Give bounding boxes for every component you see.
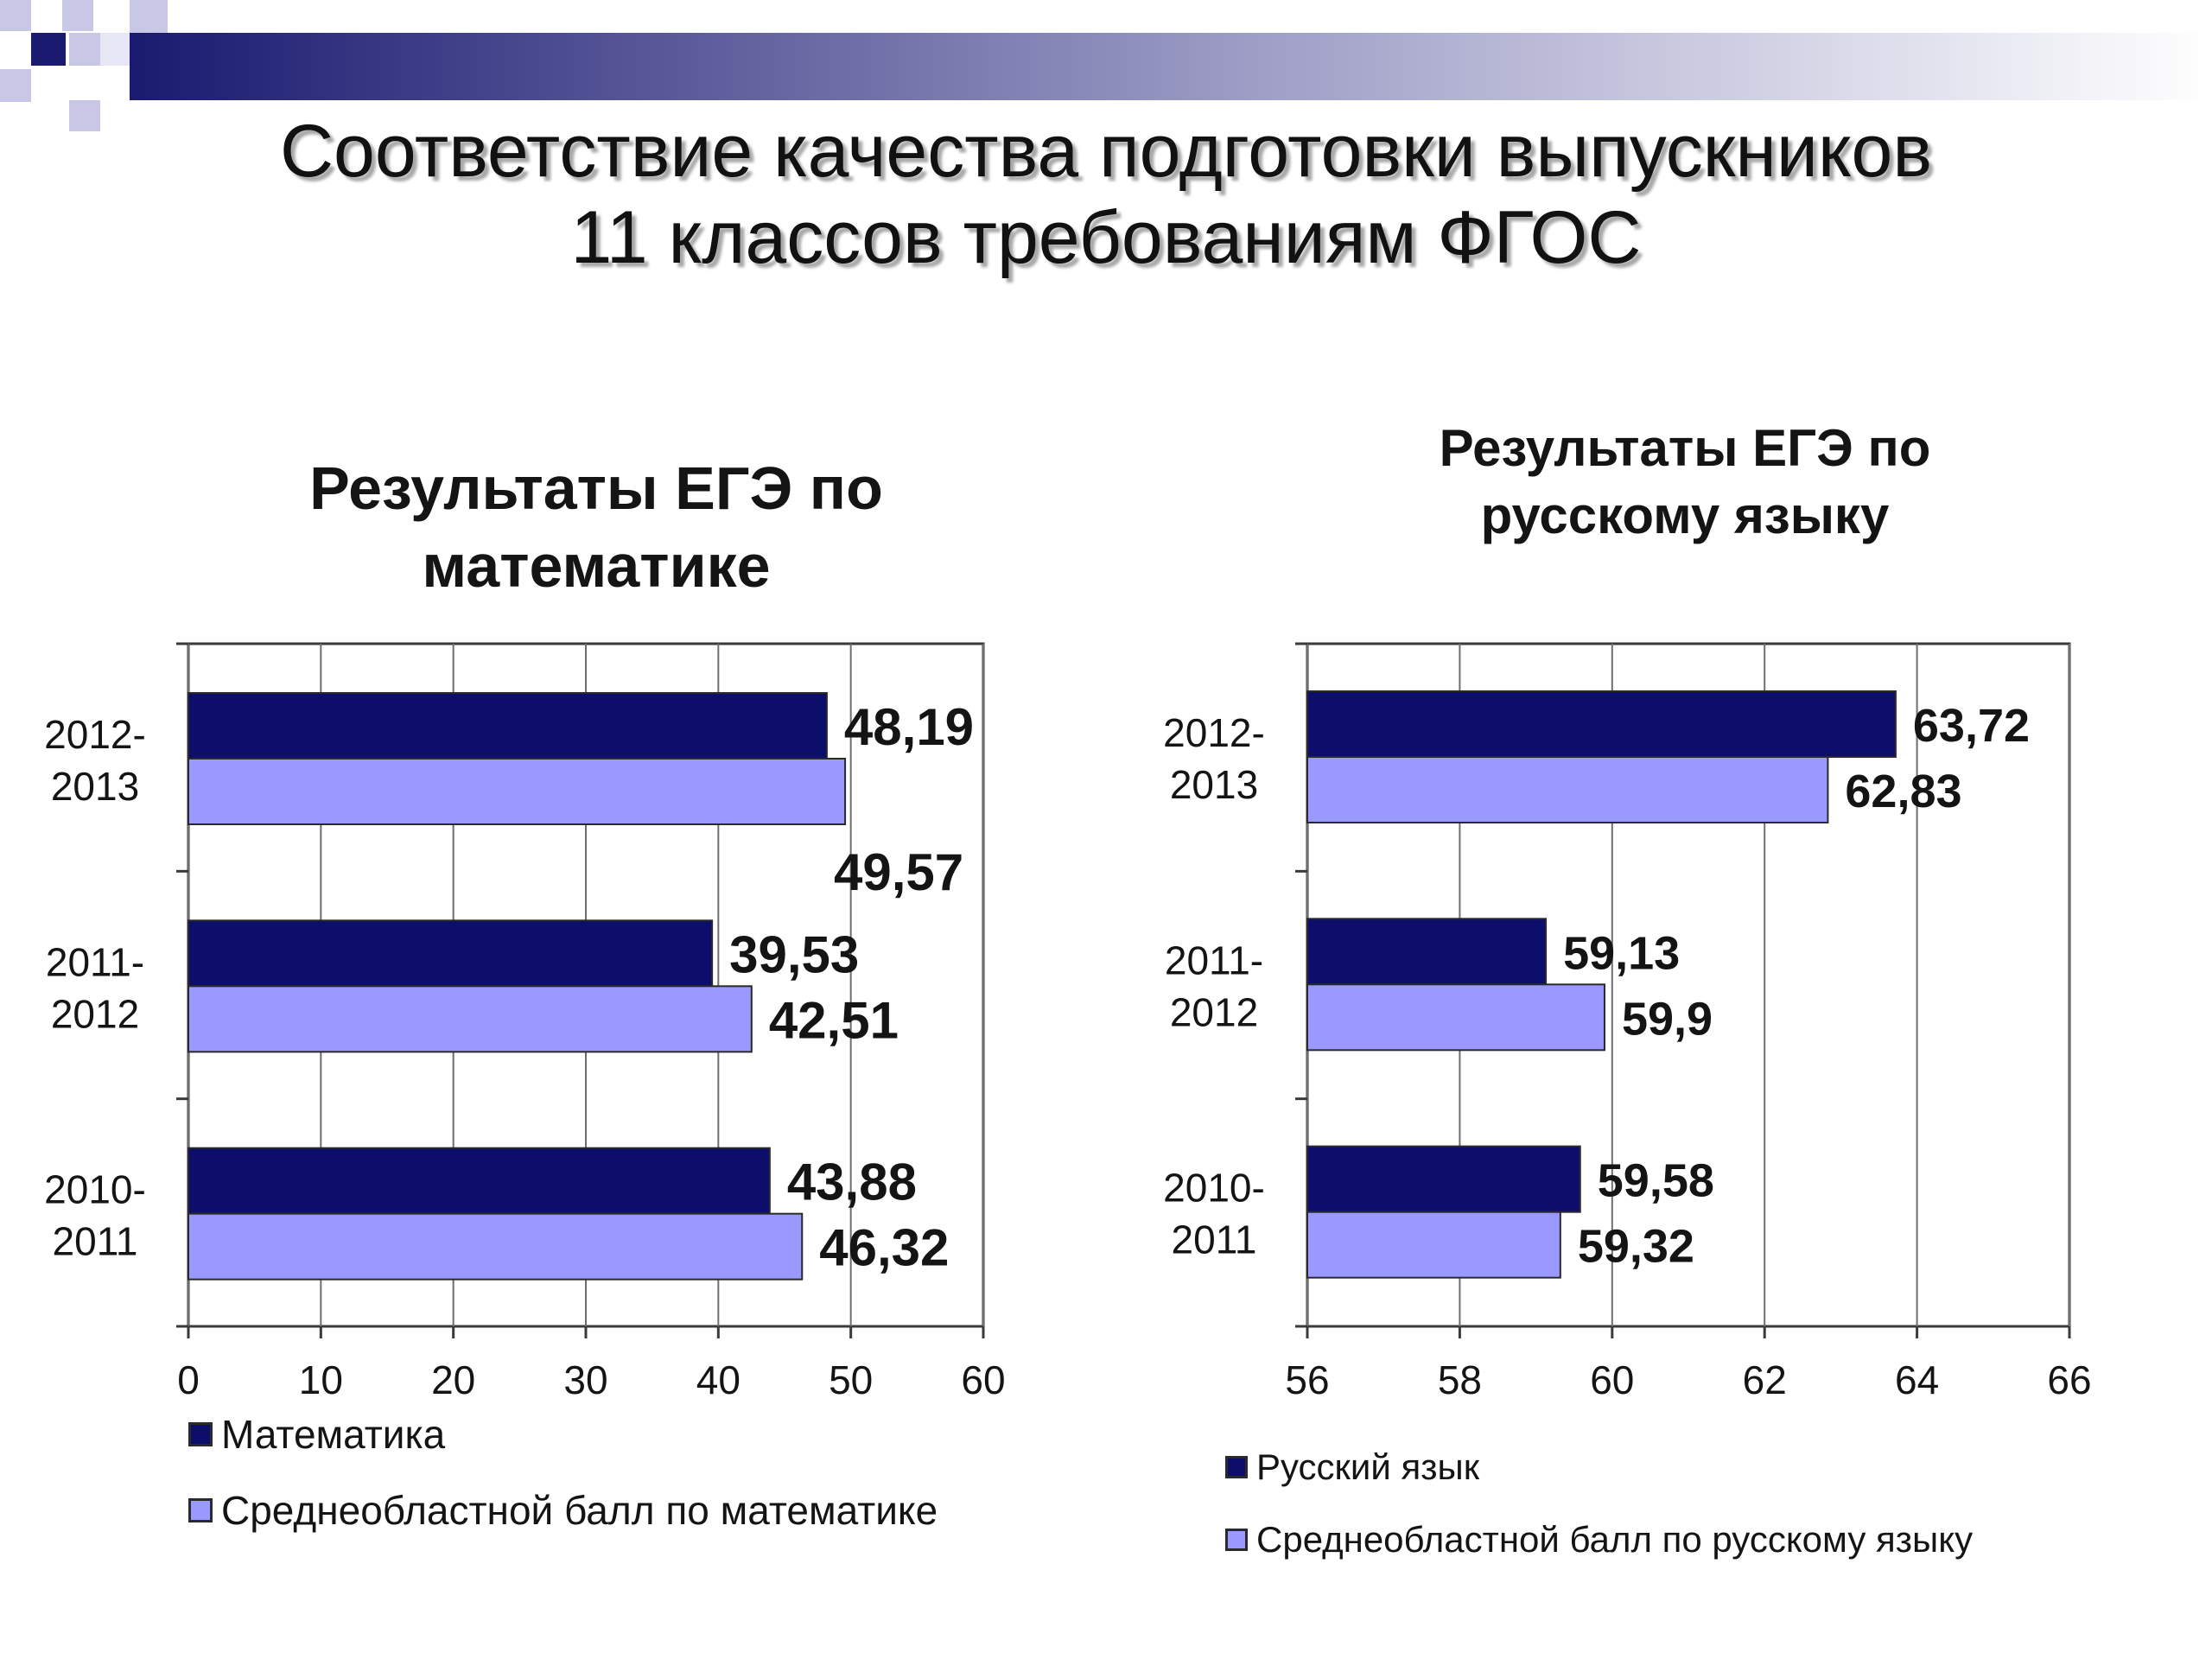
x-tick-label: 50: [829, 1357, 873, 1402]
bar: [1306, 690, 1897, 758]
header-square: [31, 33, 66, 66]
legend-item: Среднеобластной балл по математике: [188, 1484, 938, 1536]
legend-label: Среднеобластной балл по русскому языку: [1256, 1519, 1974, 1560]
data-label: 39,53: [729, 925, 859, 983]
data-label: 49,57: [834, 843, 963, 901]
header-gradient-bar: [130, 33, 2212, 100]
x-tick-label: 66: [2047, 1357, 2091, 1402]
bar: [188, 1212, 804, 1281]
data-label: 59,9: [1622, 993, 1713, 1045]
legend-label: Русский язык: [1256, 1446, 1480, 1487]
legend-swatch-icon: [1225, 1529, 1248, 1551]
legend-swatch-icon: [188, 1498, 213, 1522]
y-category-label: 2013: [1170, 762, 1258, 807]
x-tick-label: 60: [961, 1357, 1005, 1402]
data-label: 43,88: [787, 1154, 917, 1211]
header-square: [100, 33, 130, 66]
slide-title-line: Соответствие качества подготовки выпускн…: [279, 110, 1933, 193]
y-category-label: 2013: [51, 764, 139, 809]
data-label: 46,32: [819, 1219, 949, 1277]
legend-label: Среднеобластной балл по математике: [221, 1488, 938, 1533]
y-category-label: 2012: [51, 991, 139, 1036]
y-category-label: 2012: [1170, 989, 1258, 1034]
header-square: [69, 100, 100, 131]
legend-swatch-icon: [188, 1422, 213, 1446]
x-tick-label: 40: [696, 1357, 741, 1402]
y-category-label: 2012-: [44, 712, 146, 757]
data-label: 48,19: [844, 698, 974, 756]
data-label: 59,32: [1578, 1221, 1694, 1273]
x-tick-label: 64: [1895, 1357, 1939, 1402]
x-tick-label: 62: [1743, 1357, 1787, 1402]
bar: [188, 919, 714, 988]
bar: [1306, 756, 1829, 823]
y-category-label: 2011: [1172, 1217, 1257, 1262]
bar: [188, 758, 847, 825]
math-chart-title-line: математике: [422, 532, 771, 600]
legend-item: Математика: [188, 1408, 445, 1460]
bar: [188, 1147, 771, 1215]
header-square: [69, 33, 100, 66]
legend-label: Математика: [221, 1412, 446, 1457]
x-tick-label: 58: [1438, 1357, 1482, 1402]
legend-swatch-icon: [1225, 1456, 1248, 1478]
legend-item: Среднеобластной балл по русскому языку: [1225, 1516, 1973, 1564]
x-tick-label: 30: [563, 1357, 607, 1402]
header-square: [31, 0, 62, 31]
data-label: 62,83: [1845, 766, 1961, 817]
bar: [1306, 1211, 1561, 1279]
x-tick-label: 56: [1285, 1357, 1329, 1402]
bar: [1306, 918, 1548, 986]
math-chart-title: Результаты ЕГЭ по математике: [156, 449, 1037, 605]
y-category-label: 2010-: [1163, 1166, 1265, 1211]
slide-title: Соответствие качества подготовки выпускн…: [0, 108, 2212, 281]
data-label: 63,72: [1913, 700, 2030, 752]
bar: [1306, 1145, 1581, 1213]
header-square: [0, 31, 31, 69]
y-category-label: 2011-: [46, 939, 144, 984]
bar: [188, 985, 753, 1053]
russian-chart-title-line: Результаты ЕГЭ по: [1439, 419, 1931, 477]
russian-chart-title-line: русскому языку: [1480, 486, 1890, 544]
header-square: [130, 0, 168, 33]
data-label: 59,13: [1563, 927, 1680, 979]
x-tick-label: 0: [177, 1357, 200, 1402]
slide-header-decoration: [0, 0, 2212, 131]
math-chart-title-line: Результаты ЕГЭ по: [309, 454, 883, 522]
y-category-label: 2011: [53, 1219, 138, 1264]
bar: [1306, 983, 1605, 1052]
legend-item: Русский язык: [1225, 1443, 1479, 1491]
bar: [188, 692, 828, 760]
y-category-label: 2012-: [1163, 710, 1265, 755]
x-tick-label: 60: [1590, 1357, 1634, 1402]
x-tick-label: 10: [299, 1357, 343, 1402]
data-label: 42,51: [769, 991, 899, 1049]
slide-title-line: 11 классов требованиям ФГОС: [570, 196, 1642, 279]
y-category-label: 2011-: [1165, 938, 1263, 982]
y-category-label: 2010-: [44, 1167, 146, 1212]
russian-chart-title: Результаты ЕГЭ по русскому языку: [1253, 415, 2117, 550]
x-tick-label: 20: [431, 1357, 475, 1402]
data-label: 59,58: [1598, 1155, 1714, 1207]
header-square: [62, 0, 93, 31]
header-square: [0, 69, 31, 102]
header-square: [0, 0, 31, 31]
